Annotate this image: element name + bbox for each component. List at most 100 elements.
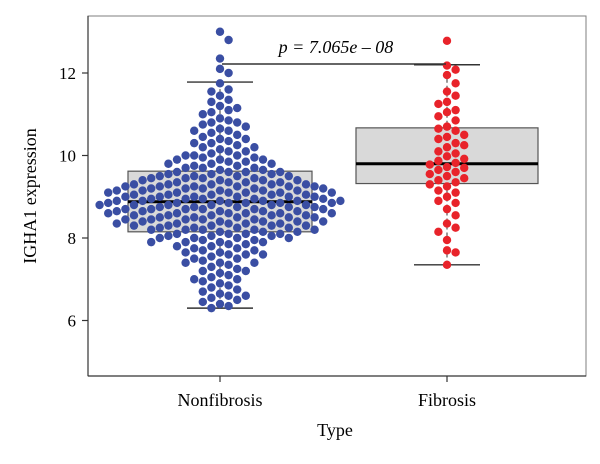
data-point <box>181 194 190 204</box>
data-point <box>460 140 469 150</box>
data-point <box>250 153 259 162</box>
data-point <box>155 233 164 243</box>
data-point <box>215 165 225 175</box>
data-point <box>327 188 336 197</box>
data-point <box>224 301 233 311</box>
y-axis: 6 8 10 12 <box>59 16 89 376</box>
data-point <box>284 213 293 222</box>
data-point <box>172 155 182 164</box>
data-point <box>147 237 156 247</box>
data-point <box>155 223 164 232</box>
data-point <box>207 138 216 148</box>
p-value-annotation: p = 7.065e – 08 <box>277 37 394 57</box>
data-point <box>224 35 233 45</box>
data-point <box>442 260 452 270</box>
data-point <box>190 138 199 148</box>
data-point <box>267 200 276 210</box>
data-point <box>224 136 233 146</box>
data-point <box>147 173 156 183</box>
data-point <box>207 169 216 179</box>
data-point <box>442 107 452 117</box>
data-point <box>198 132 207 142</box>
data-point <box>181 215 190 224</box>
data-point <box>241 239 250 249</box>
data-point <box>164 190 173 199</box>
data-point <box>460 163 469 173</box>
points-layer <box>95 27 469 313</box>
data-point <box>434 196 443 206</box>
data-point <box>442 162 452 172</box>
data-point <box>207 221 216 230</box>
data-point <box>241 188 250 197</box>
data-point <box>460 173 469 183</box>
data-point <box>442 246 452 255</box>
data-point <box>451 149 460 158</box>
data-point <box>198 215 207 224</box>
data-point <box>198 194 207 204</box>
data-point <box>181 151 190 160</box>
x-tick-label: Fibrosis <box>418 390 476 410</box>
data-point <box>190 223 199 232</box>
data-point <box>241 229 250 239</box>
data-point <box>310 225 319 234</box>
data-point <box>442 122 452 131</box>
data-point <box>310 202 319 212</box>
data-point <box>215 279 225 288</box>
data-point <box>451 248 460 257</box>
data-point <box>233 264 242 274</box>
data-point <box>319 194 328 204</box>
data-point <box>138 186 147 195</box>
data-point <box>293 206 302 216</box>
data-point <box>215 176 225 185</box>
data-point <box>207 107 216 117</box>
data-point <box>250 215 259 224</box>
y-tick-label: 10 <box>59 147 76 166</box>
data-point <box>147 225 156 234</box>
data-point <box>172 229 182 239</box>
data-point <box>442 182 452 191</box>
data-point <box>215 186 225 195</box>
data-point <box>224 188 233 197</box>
data-point <box>258 155 268 164</box>
data-point <box>442 87 452 96</box>
data-point <box>215 134 225 144</box>
data-point <box>319 184 328 193</box>
data-point <box>207 87 216 96</box>
y-tick-label: 8 <box>68 229 77 248</box>
data-point <box>233 130 242 140</box>
data-point <box>460 130 469 140</box>
data-point <box>241 134 250 144</box>
data-point <box>215 155 225 164</box>
data-point <box>164 231 173 241</box>
data-point <box>155 202 164 212</box>
data-point <box>207 262 216 272</box>
data-point <box>258 165 268 175</box>
data-point <box>164 180 173 189</box>
data-point <box>190 161 199 171</box>
data-point <box>258 250 268 259</box>
data-point <box>434 165 443 175</box>
data-point <box>215 27 225 36</box>
data-point <box>224 198 233 208</box>
data-point <box>198 266 207 276</box>
data-point <box>112 219 122 228</box>
data-point <box>224 157 233 166</box>
data-point <box>215 145 225 154</box>
data-point <box>172 178 182 187</box>
data-point <box>250 225 259 234</box>
data-point <box>121 215 130 224</box>
data-point <box>250 204 259 214</box>
data-point <box>233 171 242 181</box>
data-point <box>104 209 113 218</box>
data-point <box>190 254 199 263</box>
data-point <box>451 158 460 168</box>
data-point <box>241 209 250 218</box>
data-point <box>276 178 285 187</box>
data-point <box>267 231 276 241</box>
data-point <box>233 285 242 294</box>
data-point <box>276 209 285 218</box>
data-point <box>215 248 225 257</box>
data-point <box>215 258 225 267</box>
data-point <box>451 198 460 208</box>
data-point <box>207 211 216 220</box>
